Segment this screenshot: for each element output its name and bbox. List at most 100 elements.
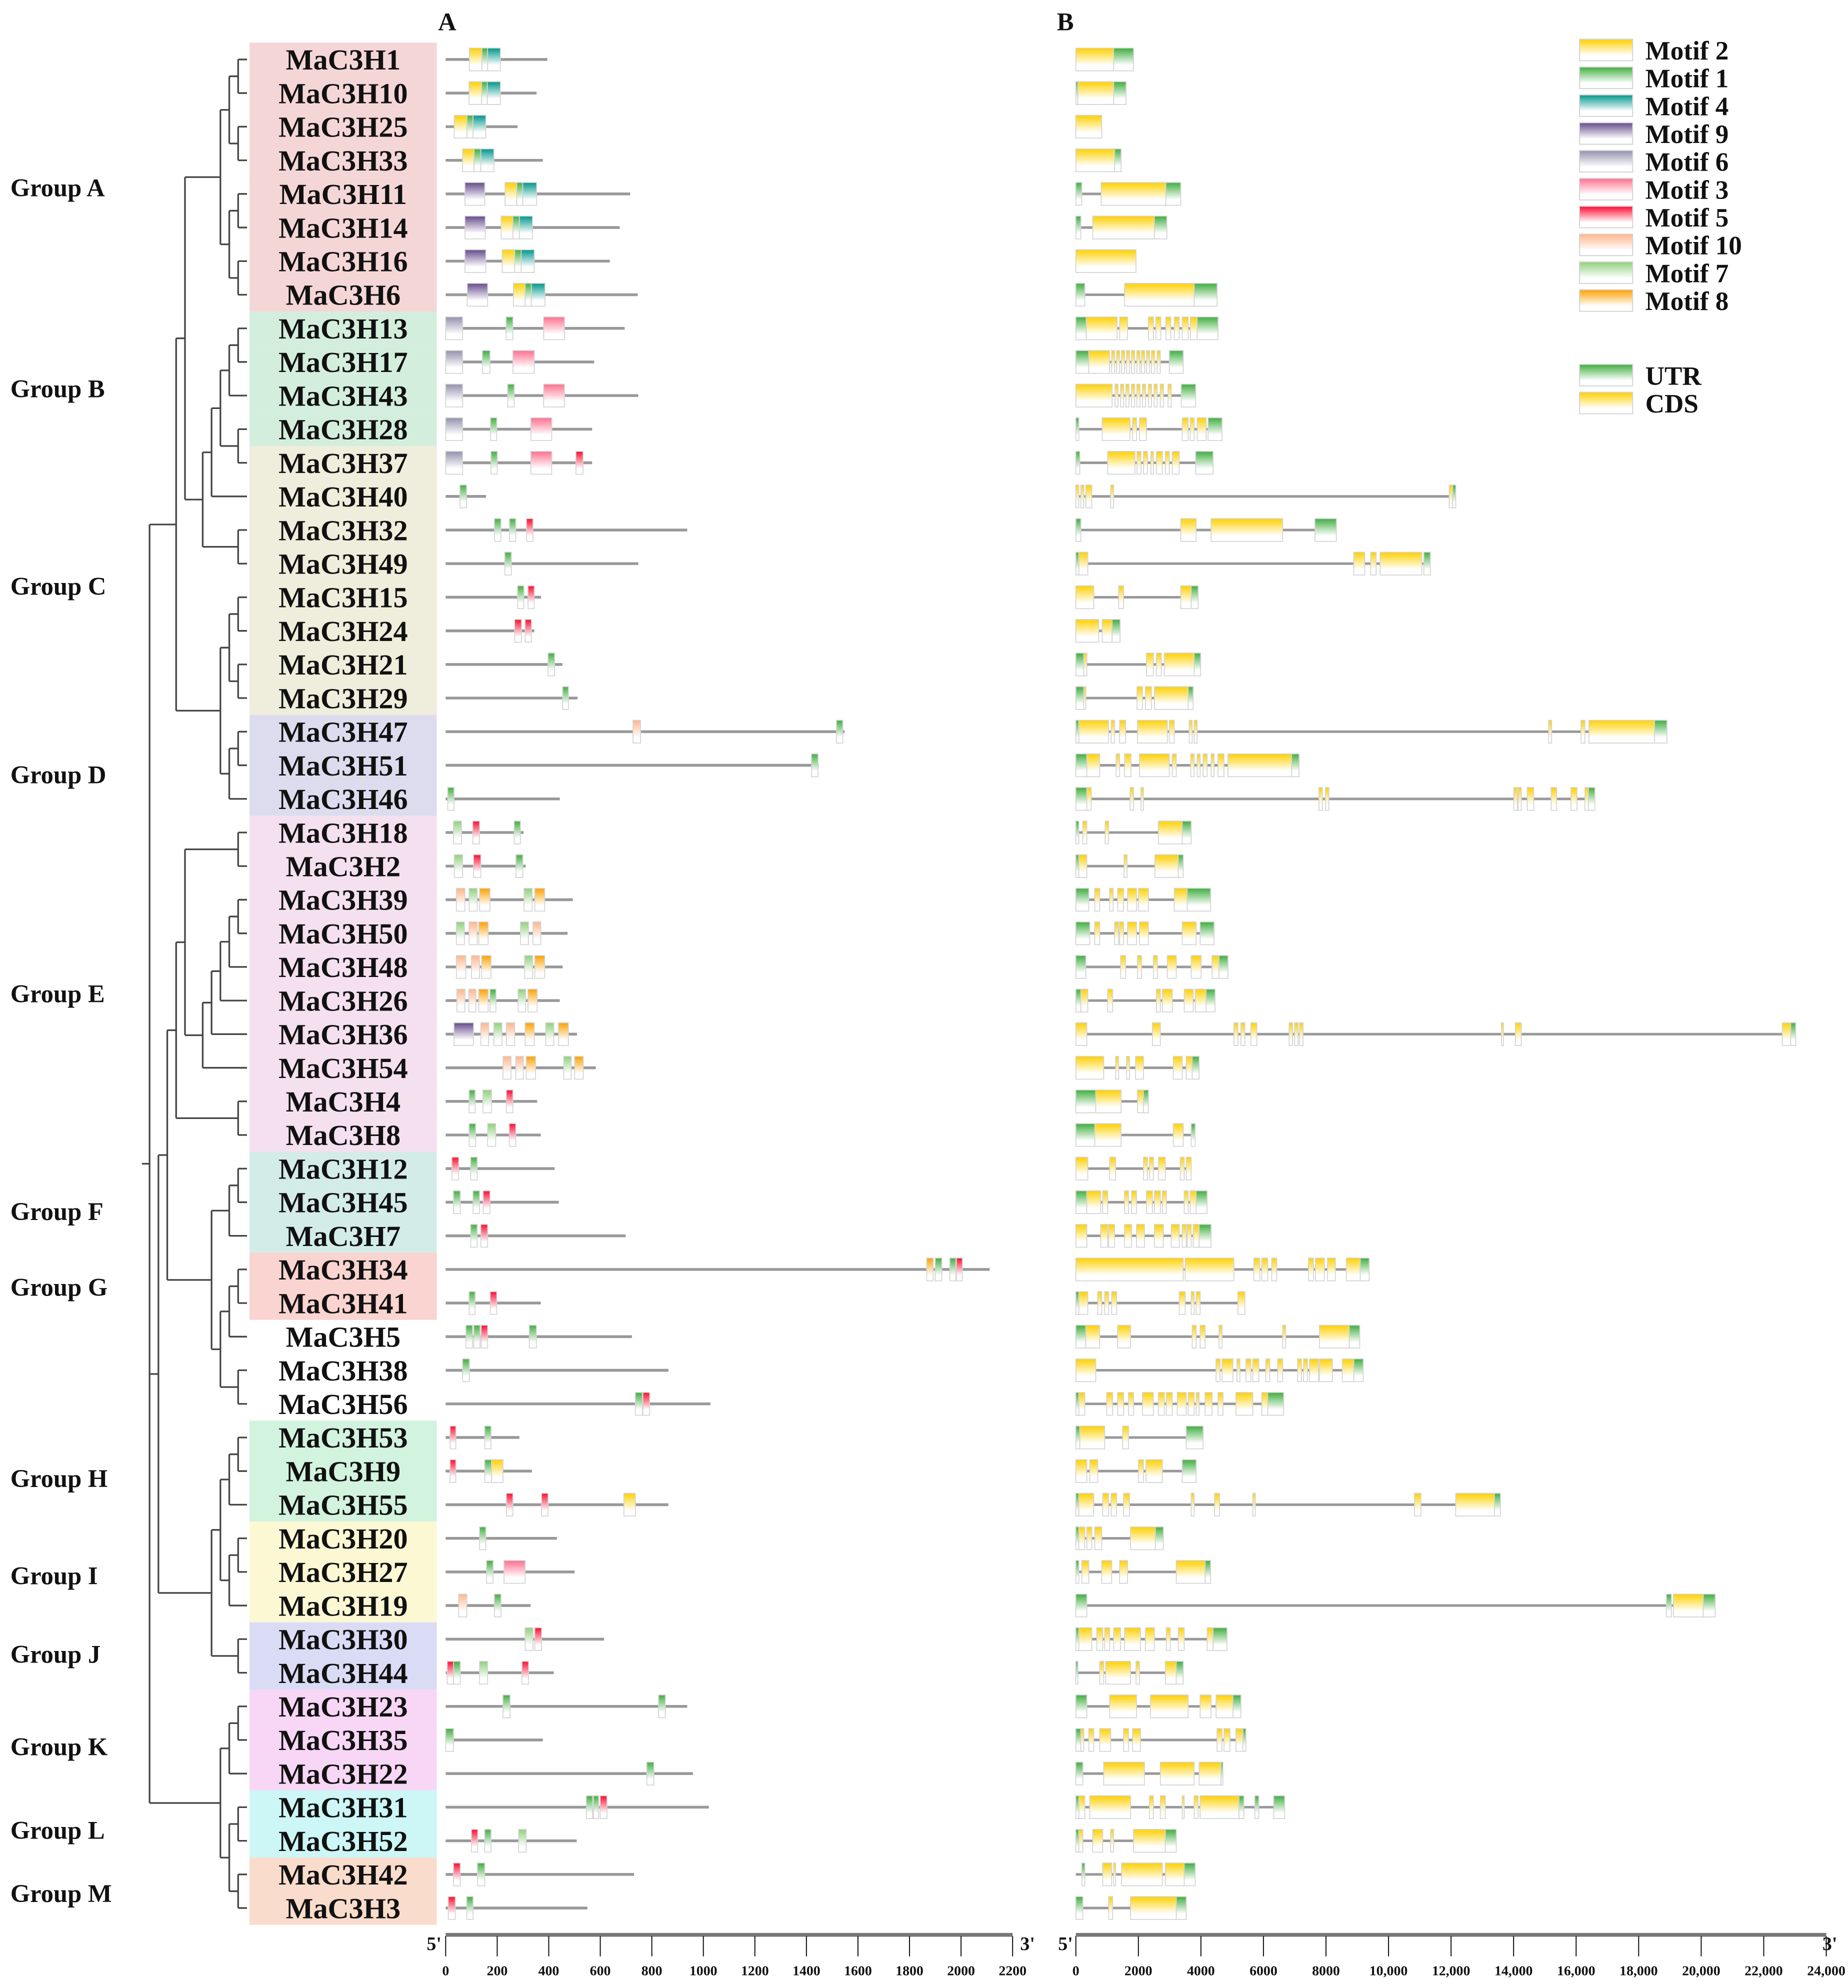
- legend-label: Motif 7: [1646, 259, 1729, 288]
- cds-box: [1143, 1156, 1148, 1180]
- utr-box: [1154, 1526, 1164, 1550]
- gene-label-background: [250, 1286, 437, 1320]
- cds-box: [1127, 888, 1137, 912]
- cds-box: [1588, 720, 1655, 744]
- cds-box: [1124, 1190, 1129, 1214]
- gene-name: MaC3H28: [278, 414, 408, 446]
- gene-name: MaC3H7: [286, 1220, 401, 1252]
- motif-1-box: [462, 1358, 470, 1382]
- cds-box: [1111, 1291, 1118, 1315]
- cds-box: [1102, 1190, 1108, 1214]
- cds-box: [1137, 1090, 1144, 1114]
- utr-box: [1702, 1594, 1716, 1618]
- utr-box: [1075, 1896, 1084, 1920]
- cds-box: [1089, 1459, 1098, 1483]
- motif-9-box: [466, 282, 488, 307]
- legend-item-m4: Motif 4: [1578, 92, 1728, 121]
- cds-box: [1672, 1594, 1704, 1618]
- gene-label-background: [250, 76, 437, 110]
- utr-box: [1168, 350, 1184, 374]
- gene-row-mac3h10: MaC3H10: [250, 76, 1127, 110]
- gene-row-mac3h32: MaC3H32: [250, 513, 1337, 547]
- motif-7-box: [518, 1828, 527, 1853]
- gene-rows: MaC3H1MaC3H10MaC3H25MaC3H33MaC3H11MaC3H1…: [250, 42, 1796, 1925]
- cds-box: [1075, 114, 1102, 139]
- utr-box: [1075, 988, 1082, 1012]
- cds-box: [1172, 450, 1180, 475]
- utr-box: [1075, 1828, 1080, 1853]
- motif-7-box: [493, 1022, 502, 1046]
- gene-name: MaC3H33: [278, 144, 408, 177]
- gene-name: MaC3H32: [278, 514, 408, 546]
- cds-box: [1117, 1392, 1124, 1416]
- cds-box: [1500, 1022, 1504, 1046]
- cds-box: [1188, 720, 1193, 744]
- gene-row-mac3h17: MaC3H17: [250, 345, 1184, 379]
- cds-box: [1253, 1258, 1260, 1282]
- phylogenetic-tree: [142, 58, 247, 1909]
- motif-4-box: [472, 114, 486, 139]
- motif-1-box: [484, 1459, 492, 1483]
- utr-box: [1075, 720, 1080, 744]
- cds-box: [1086, 1190, 1102, 1214]
- cds-box: [1107, 450, 1136, 475]
- cds-box: [1200, 1795, 1240, 1820]
- axis-b-3prime: 3': [1822, 1934, 1838, 1954]
- cds-box: [1137, 955, 1142, 979]
- gene-row-mac3h35: MaC3H35: [250, 1723, 1246, 1757]
- axis-tick-label: 6000: [1250, 1964, 1278, 1979]
- legend-swatch: [1578, 38, 1634, 62]
- gene-row-mac3h24: MaC3H24: [250, 614, 1121, 648]
- cds-box: [1123, 1492, 1130, 1517]
- utr-box: [1180, 384, 1196, 408]
- cds-box: [1414, 1492, 1422, 1517]
- cds-box: [1154, 384, 1158, 408]
- motif-1-box: [548, 652, 556, 676]
- cds-box: [1200, 1324, 1206, 1348]
- motif-1-box: [445, 1728, 454, 1752]
- motif-3-box: [530, 450, 552, 475]
- cds-box: [1081, 1560, 1090, 1584]
- motif-8-box: [524, 1022, 535, 1046]
- cds-box: [1318, 787, 1323, 811]
- utr-box: [1075, 1627, 1080, 1651]
- cds-box: [1086, 787, 1092, 811]
- cds-box: [1164, 1862, 1185, 1886]
- cds-box: [1102, 619, 1113, 643]
- cds-box: [1099, 1728, 1112, 1752]
- gene-label-background: [250, 1521, 437, 1556]
- motif-1-box: [468, 1090, 476, 1114]
- gene-name: MaC3H26: [278, 984, 408, 1017]
- gene-label-background: [250, 1454, 437, 1488]
- legend-swatch: [1578, 364, 1634, 386]
- group-label: Group H: [10, 1464, 108, 1492]
- gene-row-mac3h15: MaC3H15: [250, 580, 1199, 614]
- cds-box: [1172, 1056, 1183, 1080]
- gene-label-background: [250, 1218, 437, 1253]
- cds-box: [1172, 1123, 1184, 1147]
- gene-name: MaC3H23: [278, 1690, 408, 1723]
- gene-name: MaC3H1: [286, 44, 401, 76]
- utr-box: [1075, 350, 1090, 374]
- motif-5-box: [514, 619, 522, 643]
- axis-tick-label: 200: [487, 1964, 508, 1979]
- gene-label-background: [250, 748, 437, 782]
- utr-box: [1186, 1426, 1204, 1450]
- cds-box: [1194, 1795, 1199, 1820]
- legend-item-utr: UTR: [1578, 362, 1702, 390]
- gene-name: MaC3H6: [286, 279, 401, 312]
- motif-2-box: [502, 249, 516, 273]
- cds-box: [1128, 1392, 1134, 1416]
- gene-label-background: [250, 412, 437, 446]
- cds-box: [1118, 585, 1124, 610]
- gene-name: MaC3H49: [278, 548, 408, 580]
- cds-box: [1188, 1392, 1195, 1416]
- gene-row-mac3h9: MaC3H9: [250, 1454, 1197, 1488]
- motif-7-box: [454, 854, 464, 878]
- motif-1-box: [481, 48, 488, 72]
- legend-swatch: [1578, 261, 1634, 284]
- gene-row-mac3h31: MaC3H31: [250, 1790, 1286, 1824]
- utr-box: [1114, 148, 1122, 172]
- cds-box: [1194, 720, 1198, 744]
- gene-row-mac3h12: MaC3H12: [250, 1152, 1192, 1186]
